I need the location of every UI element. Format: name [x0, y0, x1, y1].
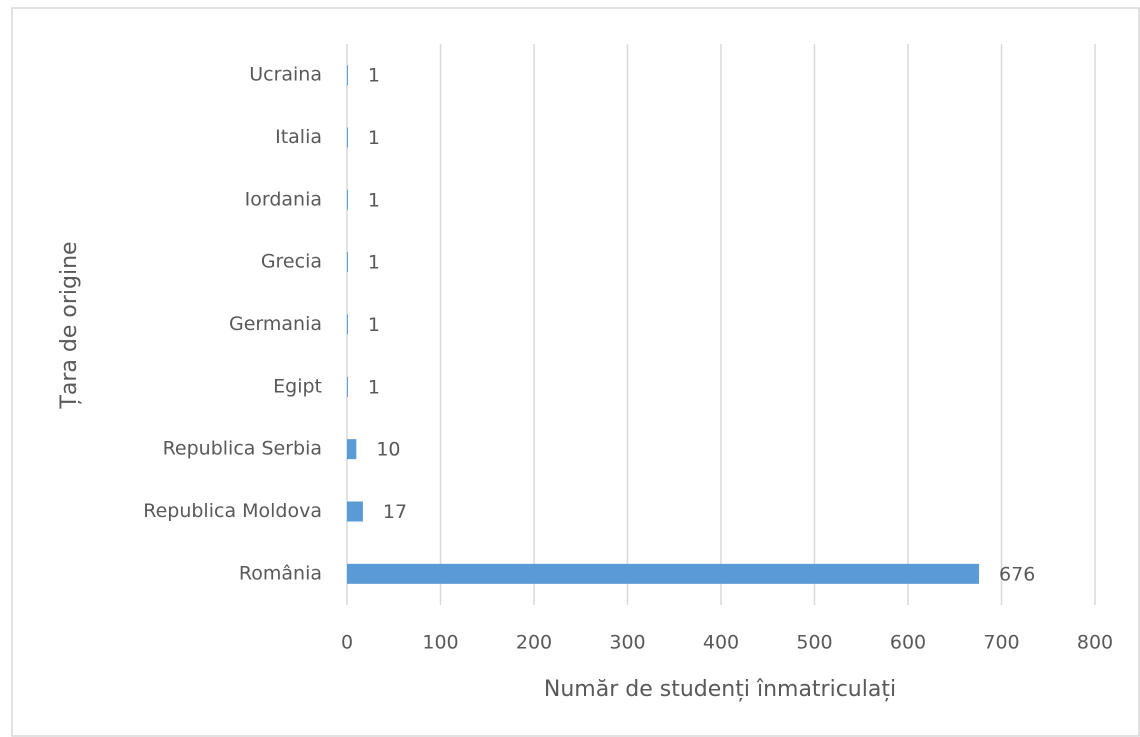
y-tick-label: România — [239, 562, 322, 584]
data-label: 676 — [999, 563, 1035, 585]
data-label: 1 — [368, 314, 380, 336]
data-label: 1 — [368, 189, 380, 211]
x-tick-label: 0 — [341, 632, 353, 654]
x-tick-label: 500 — [796, 632, 832, 654]
data-label: 10 — [376, 439, 400, 461]
y-tick-label: Germania — [229, 313, 322, 335]
data-label: 1 — [368, 65, 380, 87]
bar — [347, 563, 980, 584]
x-axis-title: Număr de studenți înmatriculați — [544, 677, 896, 702]
bar — [347, 376, 348, 397]
data-label: 17 — [383, 501, 407, 523]
data-label: 1 — [368, 376, 380, 398]
bar — [347, 252, 348, 273]
x-tick-label: 800 — [1077, 632, 1113, 654]
y-tick-label: Italia — [275, 126, 322, 148]
y-axis-title: Țara de origine — [57, 241, 82, 409]
x-tick-label: 700 — [983, 632, 1019, 654]
bar — [347, 314, 348, 335]
y-tick-label: Egipt — [273, 375, 322, 397]
y-tick-label: Grecia — [261, 251, 322, 273]
bar — [347, 189, 348, 210]
x-tick-label: 600 — [890, 632, 926, 654]
bar — [347, 65, 348, 86]
y-tick-label: Ucraina — [249, 64, 322, 86]
chart-frame — [11, 7, 1140, 737]
bar — [347, 127, 348, 148]
bar — [347, 501, 363, 522]
x-tick-label: 100 — [422, 632, 458, 654]
x-tick-label: 400 — [703, 632, 739, 654]
y-tick-label: Iordania — [245, 188, 322, 210]
x-tick-label: 300 — [609, 632, 645, 654]
y-tick-label: Republica Serbia — [163, 438, 322, 460]
data-label: 1 — [368, 127, 380, 149]
bar — [347, 439, 357, 460]
x-tick-label: 200 — [516, 632, 552, 654]
y-tick-label: Republica Moldova — [143, 500, 322, 522]
data-label: 1 — [368, 252, 380, 274]
